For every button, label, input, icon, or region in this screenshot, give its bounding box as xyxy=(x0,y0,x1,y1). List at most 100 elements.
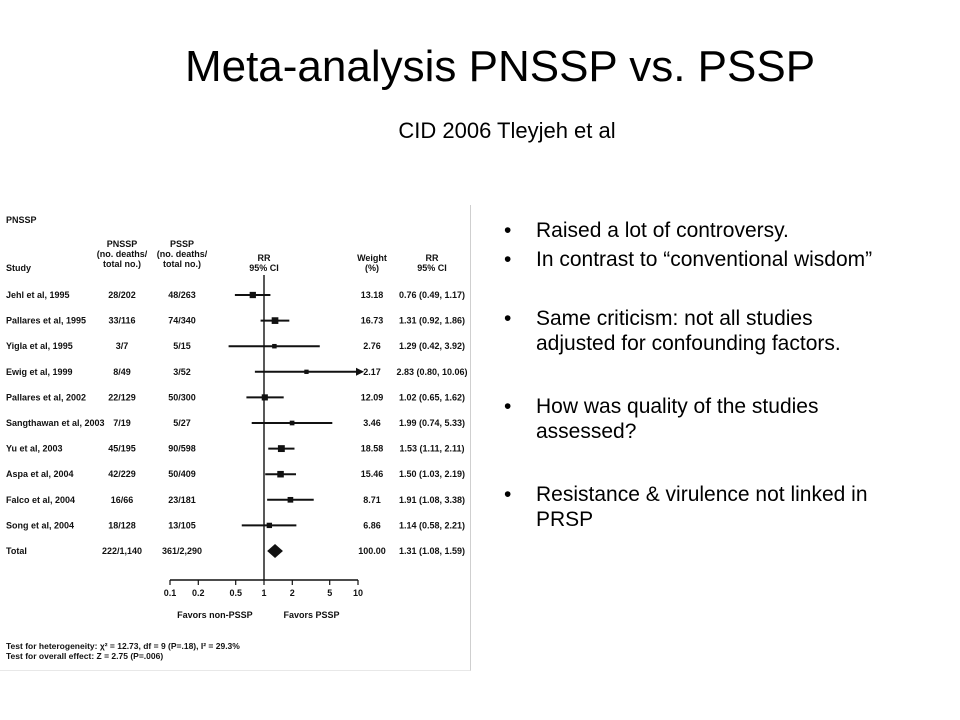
pssp-count: 90/598 xyxy=(168,444,196,454)
bullet-item: • In contrast to “conventional wisdom” xyxy=(496,247,896,272)
x-tick-label: 5 xyxy=(327,588,332,598)
rr-ci-value: 1.53 (1.11, 2.11) xyxy=(399,444,464,454)
weight-value: 18.58 xyxy=(361,444,384,454)
rr-point xyxy=(271,317,279,324)
pnssp-count: 7/19 xyxy=(113,418,131,428)
rr-ci-value: 1.91 (1.08, 3.38) xyxy=(399,495,465,505)
header-pnssp: (no. deaths/ xyxy=(97,249,148,259)
rr-point xyxy=(261,394,268,401)
header-rr-ci: RR xyxy=(426,253,439,263)
x-tick-label: 0.5 xyxy=(229,588,242,598)
rr-point xyxy=(277,445,285,453)
bullet-icon: • xyxy=(504,219,512,242)
favors-left-label: Favors non-PSSP xyxy=(177,610,253,620)
bullet-icon: • xyxy=(504,307,512,330)
weight-value: 2.76 xyxy=(363,341,381,351)
study-label: Jehl et al, 1995 xyxy=(6,290,70,300)
x-tick-label: 2 xyxy=(290,588,295,598)
rr-point xyxy=(277,470,284,478)
rr-point xyxy=(249,291,256,299)
pssp-count: 5/15 xyxy=(173,341,191,351)
weight-value: 3.46 xyxy=(363,418,381,428)
rr-ci-value: 1.14 (0.58, 2.21) xyxy=(399,520,465,530)
header-rr-ci: 95% CI xyxy=(417,263,447,273)
bullet-item: • Resistance & virulence not linked in P… xyxy=(496,482,896,532)
bullet-text: How was quality of the studies assessed? xyxy=(536,395,819,443)
favors-right-label: Favors PSSP xyxy=(283,610,339,620)
x-tick-label: 0.1 xyxy=(164,588,177,598)
total-diamond xyxy=(267,544,283,558)
rr-ci-value: 2.83 (0.80, 10.06) xyxy=(396,367,467,377)
pnssp-count: 28/202 xyxy=(108,290,136,300)
rr-ci-value: 1.29 (0.42, 3.92) xyxy=(399,341,465,351)
pnssp-count: 8/49 xyxy=(113,367,131,377)
pssp-count: 48/263 xyxy=(168,290,196,300)
study-label: Sangthawan et al, 2003 xyxy=(6,418,105,428)
ci-arrow xyxy=(356,367,364,376)
pnssp-count: 33/116 xyxy=(108,316,135,326)
forest-plot: PNSSP PNSSP (no. deaths/total no.) PSSP (no.… xyxy=(0,205,471,671)
pnssp-count: 16/66 xyxy=(111,495,134,505)
x-tick-label: 0.2 xyxy=(192,588,205,598)
bullet-item: • How was quality of the studies assesse… xyxy=(496,394,896,444)
header-weight: (%) xyxy=(365,263,379,273)
bullet-icon: • xyxy=(504,483,512,506)
rr-point xyxy=(304,369,309,374)
rr-ci-value: 0.76 (0.49, 1.17) xyxy=(399,290,465,300)
total-label: Total xyxy=(6,546,27,556)
header-study: Study xyxy=(6,263,31,273)
bullet-text: Raised a lot of controversy. xyxy=(536,219,789,242)
pnssp-count: 45/195 xyxy=(108,444,136,454)
study-label: Falco et al, 2004 xyxy=(6,495,75,505)
bullet-text: Same criticism: not all studies adjusted… xyxy=(536,307,841,355)
header-weight: Weight xyxy=(357,253,387,263)
pssp-count: 361/2,290 xyxy=(162,546,202,556)
weight-value: 12.09 xyxy=(361,392,384,402)
rr-point xyxy=(289,420,295,426)
pssp-count: 50/300 xyxy=(168,392,196,402)
rr-point xyxy=(287,496,294,503)
footnote: Test for overall effect: Z = 2.75 (P=.00… xyxy=(6,651,163,661)
bullet-icon: • xyxy=(504,395,512,418)
bullet-text: Resistance & virulence not linked in PRS… xyxy=(536,483,868,531)
weight-value: 100.00 xyxy=(358,546,386,556)
rr-ci-value: 1.31 (1.08, 1.59) xyxy=(399,546,465,556)
weight-value: 6.86 xyxy=(363,520,381,530)
slide-title: Meta-analysis PNSSP vs. PSSP xyxy=(184,42,816,91)
bullet-text: In contrast to “conventional wisdom” xyxy=(536,248,873,271)
weight-value: 13.18 xyxy=(361,290,384,300)
header-pssp: total no.) xyxy=(163,259,201,269)
pnssp-count: 222/1,140 xyxy=(102,546,142,556)
study-label: Yu et al, 2003 xyxy=(6,444,63,454)
pssp-count: 13/105 xyxy=(168,520,196,530)
rr-ci-value: 1.31 (0.92, 1.86) xyxy=(399,316,465,326)
study-label: Song et al, 2004 xyxy=(6,520,74,530)
header-pssp: (no. deaths/ xyxy=(157,249,208,259)
header-rr-plot: 95% CI xyxy=(249,263,279,273)
bullet-icon: • xyxy=(504,248,512,271)
study-label: Pallares et al, 2002 xyxy=(6,392,86,402)
footnote: Test for heterogeneity: χ² = 12.73, df =… xyxy=(6,641,240,651)
pssp-count: 74/340 xyxy=(168,316,196,326)
weight-value: 15.46 xyxy=(361,469,384,479)
rr-point xyxy=(272,343,277,349)
header-pnssp: PNSSP xyxy=(107,239,138,249)
study-label: Pallares et al, 1995 xyxy=(6,316,86,326)
section-label: PNSSP xyxy=(6,215,37,225)
pssp-count: 50/409 xyxy=(168,469,196,479)
slide-subtitle: CID 2006 Tleyjeh et al xyxy=(398,118,616,143)
rr-point xyxy=(266,522,273,529)
bullet-item: • Same criticism: not all studies adjust… xyxy=(496,306,896,356)
pnssp-count: 22/129 xyxy=(108,392,136,402)
weight-value: 16.73 xyxy=(361,316,384,326)
weight-value: 2.17 xyxy=(363,367,381,377)
study-label: Ewig et al, 1999 xyxy=(6,367,73,377)
pnssp-count: 3/7 xyxy=(116,341,129,351)
bullet-list: • Raised a lot of controversy. • In cont… xyxy=(496,218,896,532)
rr-ci-value: 1.99 (0.74, 5.33) xyxy=(399,418,465,428)
study-label: Aspa et al, 2004 xyxy=(6,469,74,479)
rr-ci-value: 1.50 (1.03, 2.19) xyxy=(399,469,465,479)
x-tick-label: 1 xyxy=(261,588,266,598)
pnssp-count: 42/229 xyxy=(108,469,136,479)
